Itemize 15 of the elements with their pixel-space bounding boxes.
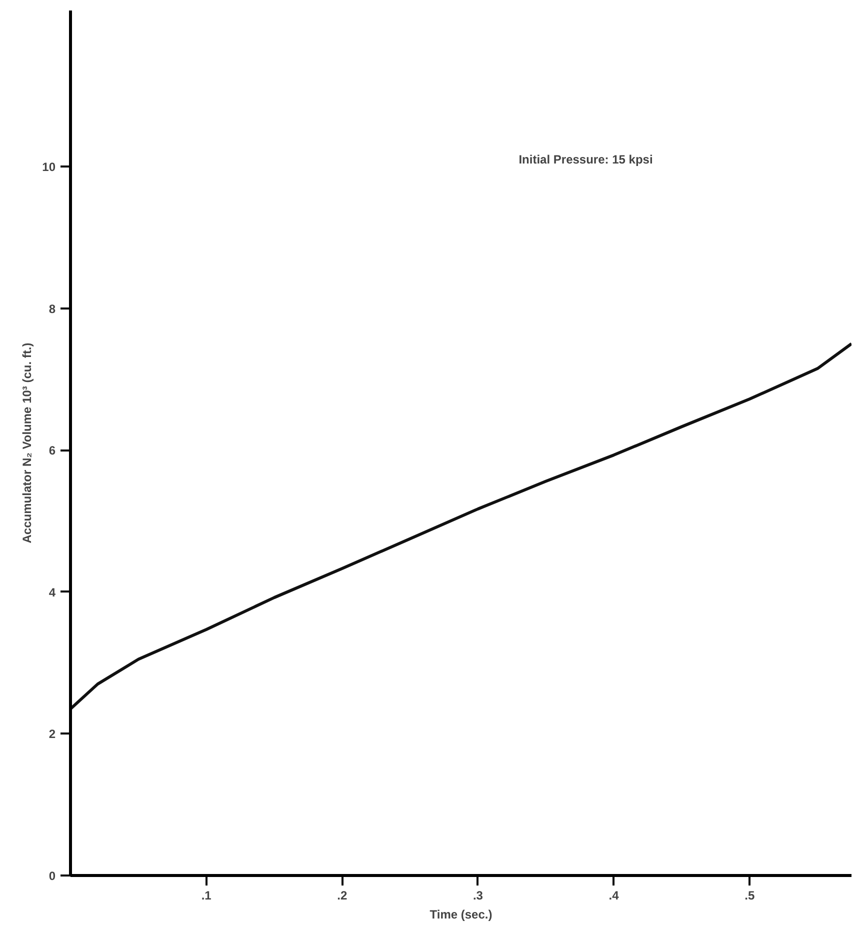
line-series (70, 342, 852, 710)
x-tick-label: .1 (201, 888, 212, 902)
x-tick-label: .5 (744, 888, 755, 902)
x-tick-label: .3 (472, 888, 484, 902)
y-tick-label: 10 (42, 160, 56, 174)
y-tick-label: 6 (48, 444, 56, 458)
y-tick-label: 0 (48, 869, 56, 883)
y-axis-title: Accumulator N₂ Volume 10³ (cu. ft.) (20, 342, 34, 544)
y-tick-label: 2 (48, 727, 56, 742)
x-tick-label: .2 (337, 888, 348, 902)
x-tick-label: .4 (608, 888, 620, 902)
y-tick-label: 8 (48, 302, 56, 316)
x-axis-title: Time (sec.) (430, 908, 492, 922)
y-tick-label: 4 (48, 585, 56, 600)
annotation: Initial Pressure: 15 kpsi (518, 152, 653, 166)
